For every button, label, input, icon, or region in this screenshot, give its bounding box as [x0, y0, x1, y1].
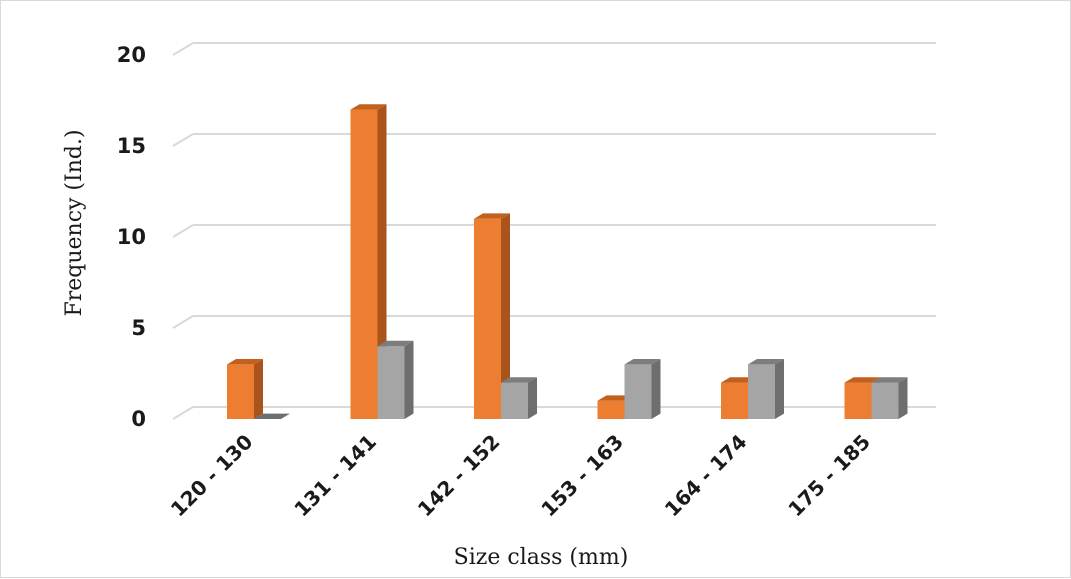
- bar-top: [844, 377, 881, 383]
- bar-front: [624, 364, 652, 419]
- bar-front: [748, 364, 775, 419]
- bar-top: [624, 359, 661, 365]
- y-tick-label: 0: [131, 407, 146, 431]
- bar-side: [651, 359, 661, 419]
- gridline-depth: [172, 224, 194, 238]
- x-category-label: 164 - 174: [660, 430, 752, 522]
- x-category-label: 131 - 141: [289, 430, 381, 522]
- bar: [350, 104, 387, 419]
- bar: [377, 340, 414, 419]
- bar-front: [721, 382, 748, 419]
- y-tick-label: 15: [117, 134, 146, 158]
- bar: [871, 377, 908, 419]
- x-axis-categories: 120 - 130 131 - 141 142 - 152 153 - 163 164 …: [166, 430, 875, 522]
- gridline-depth: [172, 133, 194, 147]
- bar-top: [254, 413, 290, 419]
- bar-top: [748, 359, 784, 365]
- bar-side: [377, 104, 387, 419]
- bar-top: [474, 213, 510, 219]
- y-axis-ticks: 0 5 10 15 20: [117, 43, 146, 431]
- y-tick-label: 5: [131, 316, 146, 340]
- x-category-label: 175 - 185: [783, 430, 875, 522]
- x-axis-title: Size class (mm): [454, 545, 629, 570]
- bar-top: [501, 377, 537, 383]
- bar-top: [227, 359, 263, 365]
- bar-side: [528, 377, 537, 419]
- bar-side: [775, 359, 784, 419]
- bar-front: [501, 382, 528, 419]
- gridline-depth: [172, 42, 194, 56]
- x-category-label: 142 - 152: [413, 430, 505, 522]
- bar-front: [871, 382, 899, 419]
- y-tick-label: 10: [117, 225, 146, 249]
- bar: [624, 359, 661, 419]
- bar: [501, 377, 537, 419]
- gridline-depth: [172, 315, 194, 329]
- bar: [474, 213, 510, 419]
- bar-top: [871, 377, 908, 383]
- bar-front: [474, 218, 501, 419]
- y-axis-title: Frequency (Ind.): [62, 129, 87, 316]
- bar-front: [350, 109, 378, 419]
- x-category-label: 120 - 130: [166, 430, 258, 522]
- bar-side: [501, 213, 510, 419]
- bar-front: [597, 400, 625, 419]
- bar-front: [844, 382, 872, 419]
- bar-front: [377, 346, 405, 419]
- bars: [227, 104, 908, 419]
- bar-side: [898, 377, 908, 419]
- gridlines: [172, 42, 936, 420]
- bar-side: [404, 340, 414, 419]
- y-tick-label: 20: [117, 43, 146, 67]
- bar-top: [350, 104, 387, 110]
- gridline-depth: [172, 406, 194, 420]
- bar-top: [377, 340, 414, 347]
- bar: [748, 359, 784, 419]
- bar: [227, 359, 263, 419]
- bar-side: [254, 359, 263, 419]
- bar: [254, 413, 290, 419]
- x-category-label: 153 - 163: [536, 430, 628, 522]
- bar-front: [227, 364, 254, 419]
